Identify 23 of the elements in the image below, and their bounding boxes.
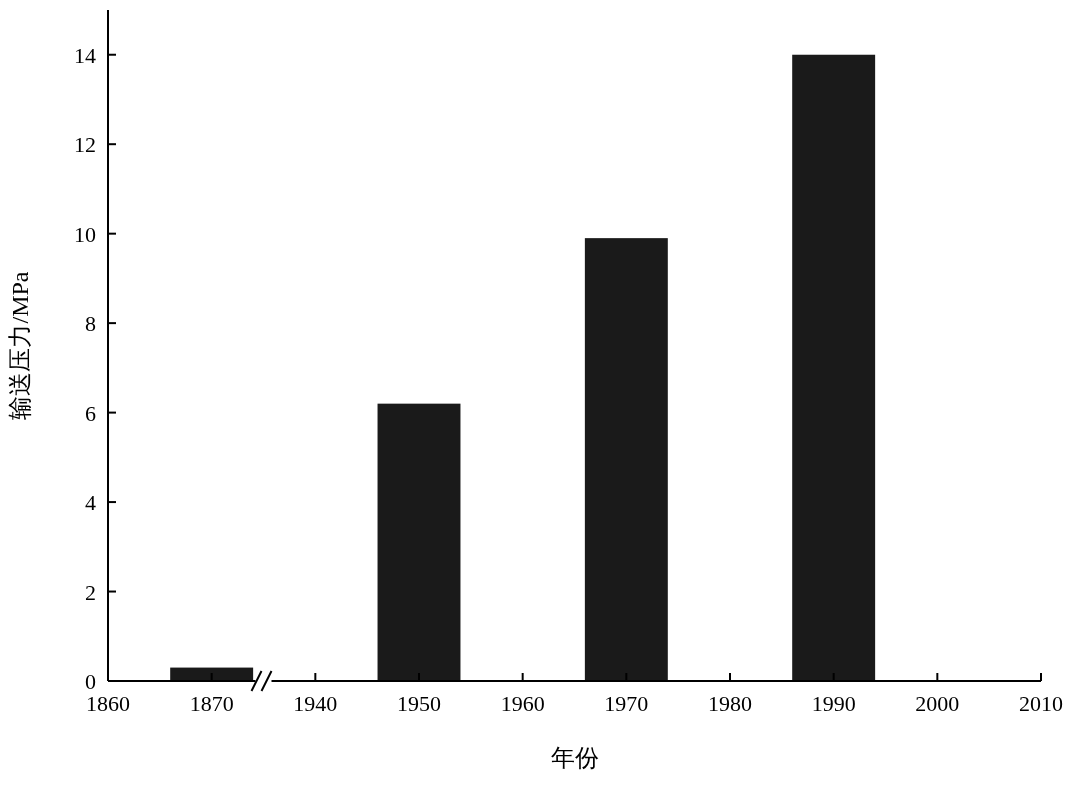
x-axis-title: 年份 (550, 745, 599, 771)
x-tick-label: 2010 (1019, 691, 1063, 716)
bar (584, 238, 668, 681)
x-tick-label: 1980 (708, 691, 752, 716)
y-tick-label: 12 (74, 132, 96, 158)
y-tick-label: 10 (74, 221, 96, 247)
y-tick-label: 6 (85, 400, 96, 426)
x-tick-label: 2000 (915, 691, 960, 716)
x-tick-label: 1990 (811, 691, 856, 716)
bar (377, 403, 461, 681)
x-tick-label: 1870 (189, 691, 234, 716)
x-tick-label: 1950 (397, 691, 441, 716)
y-tick-label: 8 (85, 311, 96, 337)
y-axis-title: 输送压力/MPa (7, 271, 33, 420)
x-tick-label: 1960 (500, 691, 545, 716)
x-tick-label: 1860 (86, 691, 130, 716)
y-tick-label: 2 (85, 579, 96, 605)
bar (792, 54, 876, 681)
y-tick-label: 14 (74, 42, 96, 68)
x-tick-label: 1940 (293, 691, 338, 716)
y-tick-label: 4 (85, 490, 96, 516)
x-tick-label: 1970 (604, 691, 649, 716)
y-tick-label: 0 (85, 669, 96, 694)
